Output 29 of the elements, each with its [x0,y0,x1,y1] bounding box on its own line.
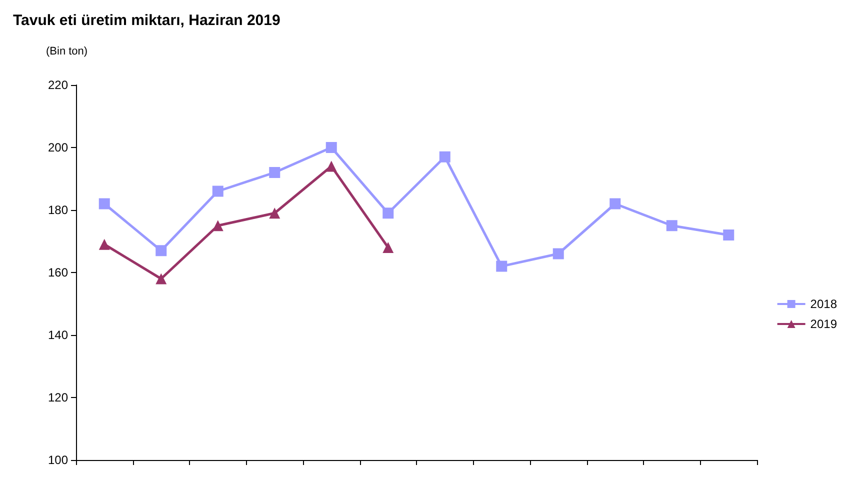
point [269,167,280,178]
y-tick-label: 200 [48,140,68,154]
legend-label: 2019 [810,317,838,331]
point [552,248,564,260]
y-tick-label: 160 [48,266,68,280]
point [382,242,394,253]
point [610,198,621,210]
y-tick-label: 180 [48,203,68,217]
point [212,186,224,197]
point [723,230,734,240]
point [326,142,337,153]
y-tick-label: 220 [48,78,68,92]
point [439,151,450,162]
point [496,260,508,272]
y-tick-label: 120 [48,390,68,404]
y-tick-label: 140 [48,328,68,342]
point [212,220,224,232]
point [98,238,110,250]
y-tick-label: 100 [48,453,68,467]
point [666,220,678,232]
point [382,208,394,219]
point [156,245,167,256]
point [269,208,280,219]
legend-label: 2018 [810,297,838,311]
point [326,160,337,172]
y-axis-title: (Bin ton) [46,46,88,58]
point [156,273,167,284]
point [98,198,110,210]
chart-title: Tavuk eti üretim miktarı, Haziran 2019 [13,12,280,29]
